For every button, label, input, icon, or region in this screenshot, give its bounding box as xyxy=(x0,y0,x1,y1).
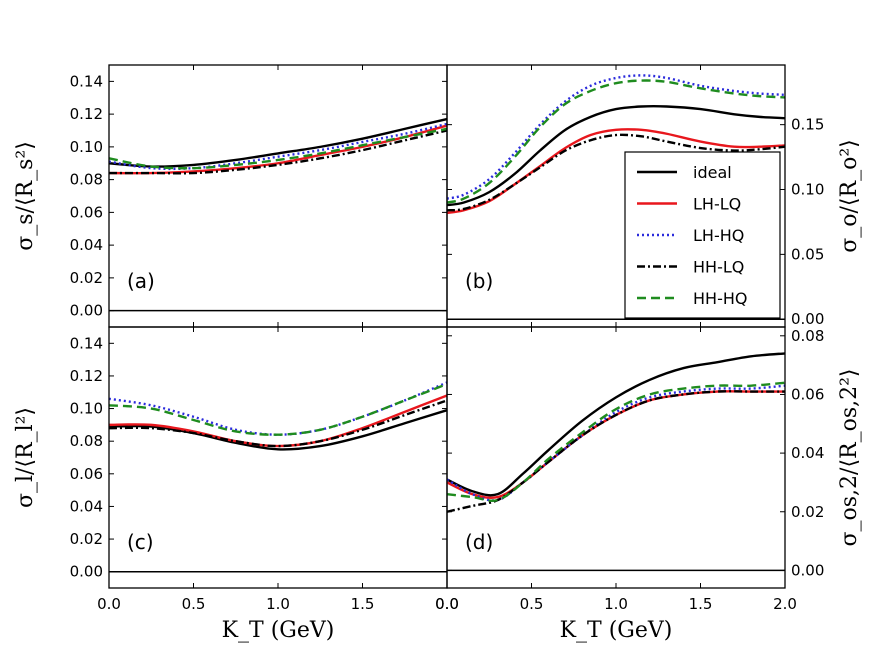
panel-d: 0.00 0.02 0.04 0.06 0.08 0.0 0.5 1.0 1.5 2.0 (d) σ_… xyxy=(435,326,862,643)
panel-a: 0.00 0.02 0.04 0.06 0.08 0.10 0.12 0.14 (a) σ_s/⟨… xyxy=(13,64,448,328)
x-axis-label: K_T (GeV) xyxy=(222,618,335,643)
series-line-ideal xyxy=(108,409,448,451)
series-line-hh-hq xyxy=(446,79,786,204)
y-tick-label: 0.10 xyxy=(70,138,103,156)
series-line-hh-hq xyxy=(446,381,786,502)
x-tick-label: 1.0 xyxy=(266,595,290,613)
legend-box xyxy=(624,151,781,319)
y-tick-label: 0.10 xyxy=(70,400,103,418)
y-axis-label: σ_s/⟨R_s²⟩ xyxy=(13,141,38,251)
series-line-ideal xyxy=(446,104,786,207)
y-tick-label: 0.02 xyxy=(70,269,103,287)
y-tick-label: 0.15 xyxy=(791,116,824,134)
series-line-ideal xyxy=(108,117,448,168)
series-line-lh-hq xyxy=(108,381,448,436)
y-tick-label: 0.10 xyxy=(791,181,824,199)
y-tick-label: 0.04 xyxy=(70,236,103,254)
panel-tag: (a) xyxy=(127,269,155,293)
panel-tag: (b) xyxy=(465,269,493,293)
y-tick-label: 0.08 xyxy=(791,327,824,345)
y-tick-label: 0.00 xyxy=(791,561,824,579)
x-tick-label: 1.5 xyxy=(351,595,375,613)
panel-frame xyxy=(446,326,786,589)
x-tick-label: 0.0 xyxy=(97,595,121,613)
x-tick-label: 0.5 xyxy=(182,595,206,613)
y-axis-label: σ_o/⟨R_o²⟩ xyxy=(837,139,862,252)
y-axis-label: σ_os,2/⟨R_os,2²⟩ xyxy=(837,368,862,546)
y-tick-label: 0.14 xyxy=(70,72,103,90)
y-tick-label: 0.08 xyxy=(70,432,103,450)
panels-layer: 0.00 0.02 0.04 0.06 0.08 0.10 0.12 0.14 (a) σ_s/⟨… xyxy=(13,64,862,643)
x-tick-label: 1.0 xyxy=(604,595,628,613)
x-tick-label: 2.0 xyxy=(773,595,797,613)
x-tick-label: 0.0 xyxy=(435,595,459,613)
legend-label: LH-HQ xyxy=(693,226,744,245)
x-axis-label: K_T (GeV) xyxy=(560,618,673,643)
legend-label: HH-HQ xyxy=(693,289,747,308)
y-tick-label: 0.06 xyxy=(791,385,824,403)
y-tick-label: 0.14 xyxy=(70,334,103,352)
legend-label: ideal xyxy=(693,163,732,182)
legend: ideal LH-LQ LH-HQ HH-LQ HH-HQ xyxy=(624,151,781,319)
panel-tag: (d) xyxy=(465,530,493,554)
y-tick-label: 0.06 xyxy=(70,203,103,221)
y-axis-label: σ_l/⟨R_l²⟩ xyxy=(13,407,38,508)
y-tick-label: 0.04 xyxy=(70,497,103,515)
panel-c: 0.00 0.02 0.04 0.06 0.08 0.10 0.12 0.14 0.0 0.5 1.… xyxy=(13,326,459,643)
series-line-hh-lq xyxy=(109,129,448,175)
series-line-lh-hq xyxy=(108,122,448,171)
y-tick-label: 0.05 xyxy=(791,245,824,263)
y-tick-label: 0.12 xyxy=(70,367,103,385)
y-tick-label: 0.00 xyxy=(70,563,103,581)
series-line-ideal xyxy=(446,352,786,497)
legend-label: HH-LQ xyxy=(693,258,744,277)
series-line-lh-lq xyxy=(108,394,448,448)
legend-label: LH-LQ xyxy=(693,195,741,214)
y-tick-label: 0.06 xyxy=(70,465,103,483)
series-line-hh-lq xyxy=(108,399,448,448)
series-line-lh-lq xyxy=(446,128,786,215)
series-line-hh-hq xyxy=(108,127,448,170)
series-line-lh-hq xyxy=(446,74,786,200)
y-tick-label: 0.02 xyxy=(791,503,824,521)
panel-b: 0.00 0.05 0.10 0.15 (b) σ_o/⟨R_o²⟩ xyxy=(446,64,862,328)
y-tick-label: 0.12 xyxy=(70,105,103,123)
y-tick-label: 0.04 xyxy=(791,444,824,462)
x-tick-label: 1.5 xyxy=(689,595,713,613)
y-tick-label: 0.00 xyxy=(70,302,103,320)
series-line-hh-lq xyxy=(446,133,786,212)
x-tick-label: 0.5 xyxy=(520,595,544,613)
x-tick-label: 0.0 xyxy=(435,595,459,613)
y-tick-label: 0.02 xyxy=(70,530,103,548)
y-tick-label: 0.00 xyxy=(791,310,824,328)
series-line-hh-hq xyxy=(108,382,448,436)
y-tick-label: 0.08 xyxy=(70,171,103,189)
panel-tag: (c) xyxy=(127,530,154,554)
series-line-lh-hq xyxy=(446,384,786,502)
